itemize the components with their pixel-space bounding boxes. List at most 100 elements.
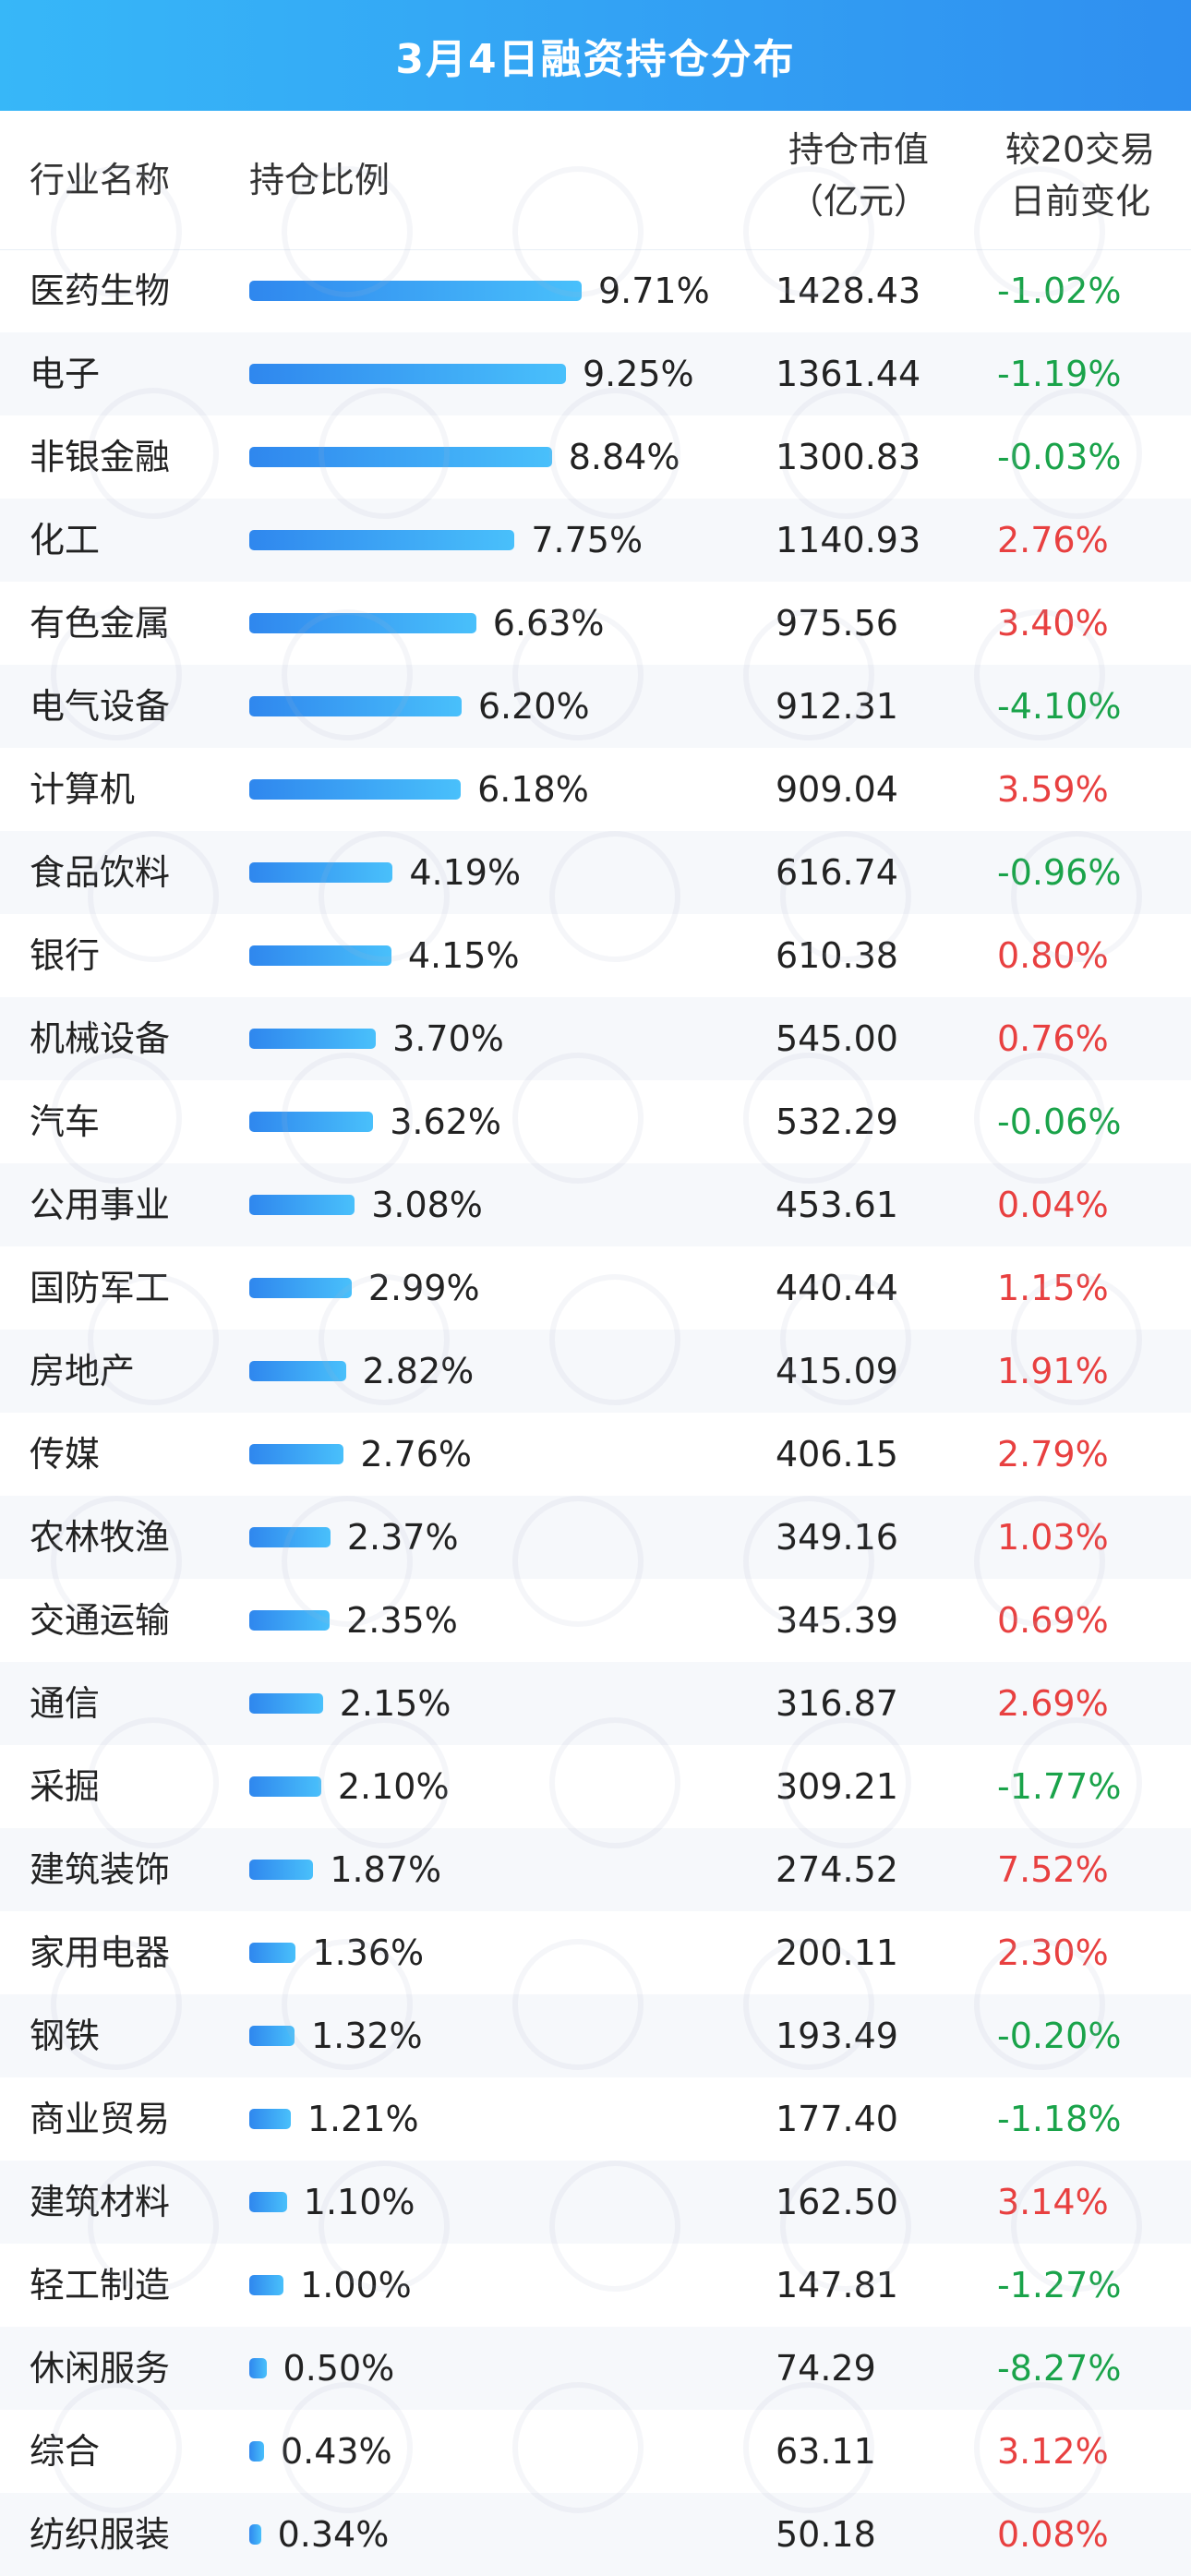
table-row: 家用电器 1.36% 200.11 2.30% [0,1911,1191,1994]
industry-name: 纺织服装 [30,2514,171,2555]
industry-name: 计算机 [30,769,136,810]
industry-name: 建筑材料 [30,2182,171,2222]
table-row: 商业贸易 1.21% 177.40 -1.18% [0,2077,1191,2161]
industry-name: 汽车 [30,1101,101,1142]
industry-name: 公用事业 [30,1185,171,1225]
table-row: 房地产 2.82% 415.09 1.91% [0,1330,1191,1413]
industry-name: 建筑装饰 [30,1849,171,1890]
chart-title: 3月4日融资持仓分布 [0,0,1191,111]
table-row: 农林牧渔 2.37% 349.16 1.03% [0,1496,1191,1579]
change-20d: 3.14% [997,2182,1109,2222]
industry-name: 食品饮料 [30,852,171,893]
holding-ratio-bar [249,1527,331,1547]
header-industry-name: 行业名称 [30,160,171,200]
holding-ratio-bar [249,862,393,883]
table-row: 轻工制造 1.00% 147.81 -1.27% [0,2244,1191,2327]
holding-ratio-label: 2.99% [367,1268,480,1308]
holding-ratio-label: 8.84% [568,437,680,477]
industry-name: 采掘 [30,1766,101,1807]
change-20d: 0.69% [997,1600,1109,1641]
table-row: 电气设备 6.20% 912.31 -4.10% [0,665,1191,748]
header-market-value: 持仓市值 （亿元） [776,124,942,227]
holding-ratio-bar [249,281,582,301]
change-20d: 3.59% [997,769,1109,810]
holding-ratio-label: 3.08% [371,1185,483,1225]
change-20d: 2.79% [997,1434,1109,1475]
table-row: 有色金属 6.63% 975.56 3.40% [0,582,1191,665]
change-20d: -0.96% [997,852,1122,893]
holding-ratio-label: 1.10% [303,2182,415,2222]
holding-ratio-bar [249,1610,331,1631]
holding-ratio-label: 6.63% [492,603,605,644]
industry-name: 房地产 [30,1351,136,1391]
change-20d: -1.27% [997,2265,1122,2305]
market-value: 1361.44 [776,354,921,394]
industry-name: 钢铁 [30,2016,101,2056]
table-row: 电子 9.25% 1361.44 -1.19% [0,332,1191,415]
holding-ratio-label: 3.70% [392,1018,504,1059]
table-row: 化工 7.75% 1140.93 2.76% [0,499,1191,582]
industry-name: 电气设备 [30,686,171,727]
holding-ratio-bar [249,2524,261,2545]
change-20d: 0.76% [997,1018,1109,1059]
table-header: 行业名称 持仓比例 持仓市值 （亿元） 较20交易 日前变化 [0,111,1191,250]
table-row: 综合 0.43% 63.11 3.12% [0,2410,1191,2493]
table-row: 建筑装饰 1.87% 274.52 7.52% [0,1828,1191,1911]
market-value: 63.11 [776,2431,876,2472]
holding-ratio-bar [249,1943,296,1963]
holding-ratio-bar [249,1444,344,1464]
market-value: 274.52 [776,1849,898,1890]
market-value: 610.38 [776,935,898,976]
market-value: 345.39 [776,1600,898,1641]
holding-ratio-label: 2.35% [346,1600,458,1641]
market-value: 309.21 [776,1766,898,1807]
table-row: 休闲服务 0.50% 74.29 -8.27% [0,2327,1191,2410]
table-row: 公用事业 3.08% 453.61 0.04% [0,1163,1191,1246]
industry-name: 医药生物 [30,271,171,311]
industry-name: 银行 [30,935,101,976]
change-20d: -8.27% [997,2348,1122,2389]
table-row: 采掘 2.10% 309.21 -1.77% [0,1745,1191,1828]
market-value: 545.00 [776,1018,898,1059]
header-change-line2: 日前变化 [1009,181,1150,222]
industry-name: 农林牧渔 [30,1517,171,1558]
change-20d: -0.03% [997,437,1122,477]
table-row: 国防军工 2.99% 440.44 1.15% [0,1246,1191,1330]
industry-name: 有色金属 [30,603,171,644]
holding-ratio-bar [249,696,462,716]
table-row: 非银金融 8.84% 1300.83 -0.03% [0,415,1191,499]
market-value: 177.40 [776,2099,898,2139]
market-value: 316.87 [776,1683,898,1724]
table-row: 传媒 2.76% 406.15 2.79% [0,1413,1191,1496]
change-20d: 7.52% [997,1849,1109,1890]
change-20d: -0.06% [997,1101,1122,1142]
holding-ratio-bar [249,1029,377,1049]
holding-ratio-bar [249,530,515,550]
table-row: 机械设备 3.70% 545.00 0.76% [0,997,1191,1080]
table-row: 建筑材料 1.10% 162.50 3.14% [0,2161,1191,2244]
holding-ratio-bar [249,2358,267,2378]
change-20d: -4.10% [997,686,1122,727]
holding-ratio-bar [249,2026,295,2046]
holding-ratio-bar [249,364,566,384]
table-row: 计算机 6.18% 909.04 3.59% [0,748,1191,831]
holding-ratio-label: 1.00% [300,2265,412,2305]
holding-ratio-label: 2.76% [360,1434,473,1475]
holding-ratio-bar [249,613,476,633]
change-20d: -1.02% [997,271,1122,311]
holding-ratio-label: 4.15% [407,935,520,976]
change-20d: 2.69% [997,1683,1109,1724]
header-holding-ratio: 持仓比例 [249,160,391,200]
holding-ratio-label: 1.87% [330,1849,442,1890]
holding-ratio-label: 0.34% [277,2514,390,2555]
change-20d: 1.15% [997,1268,1109,1308]
table-row: 通信 2.15% 316.87 2.69% [0,1662,1191,1745]
change-20d: 0.08% [997,2514,1109,2555]
industry-name: 化工 [30,520,101,560]
table-row: 钢铁 1.32% 193.49 -0.20% [0,1994,1191,2077]
header-change-line1: 较20交易 [1005,129,1156,170]
change-20d: 3.12% [997,2431,1109,2472]
market-value: 200.11 [776,1932,898,1973]
change-20d: 0.04% [997,1185,1109,1225]
change-20d: -0.20% [997,2016,1122,2056]
